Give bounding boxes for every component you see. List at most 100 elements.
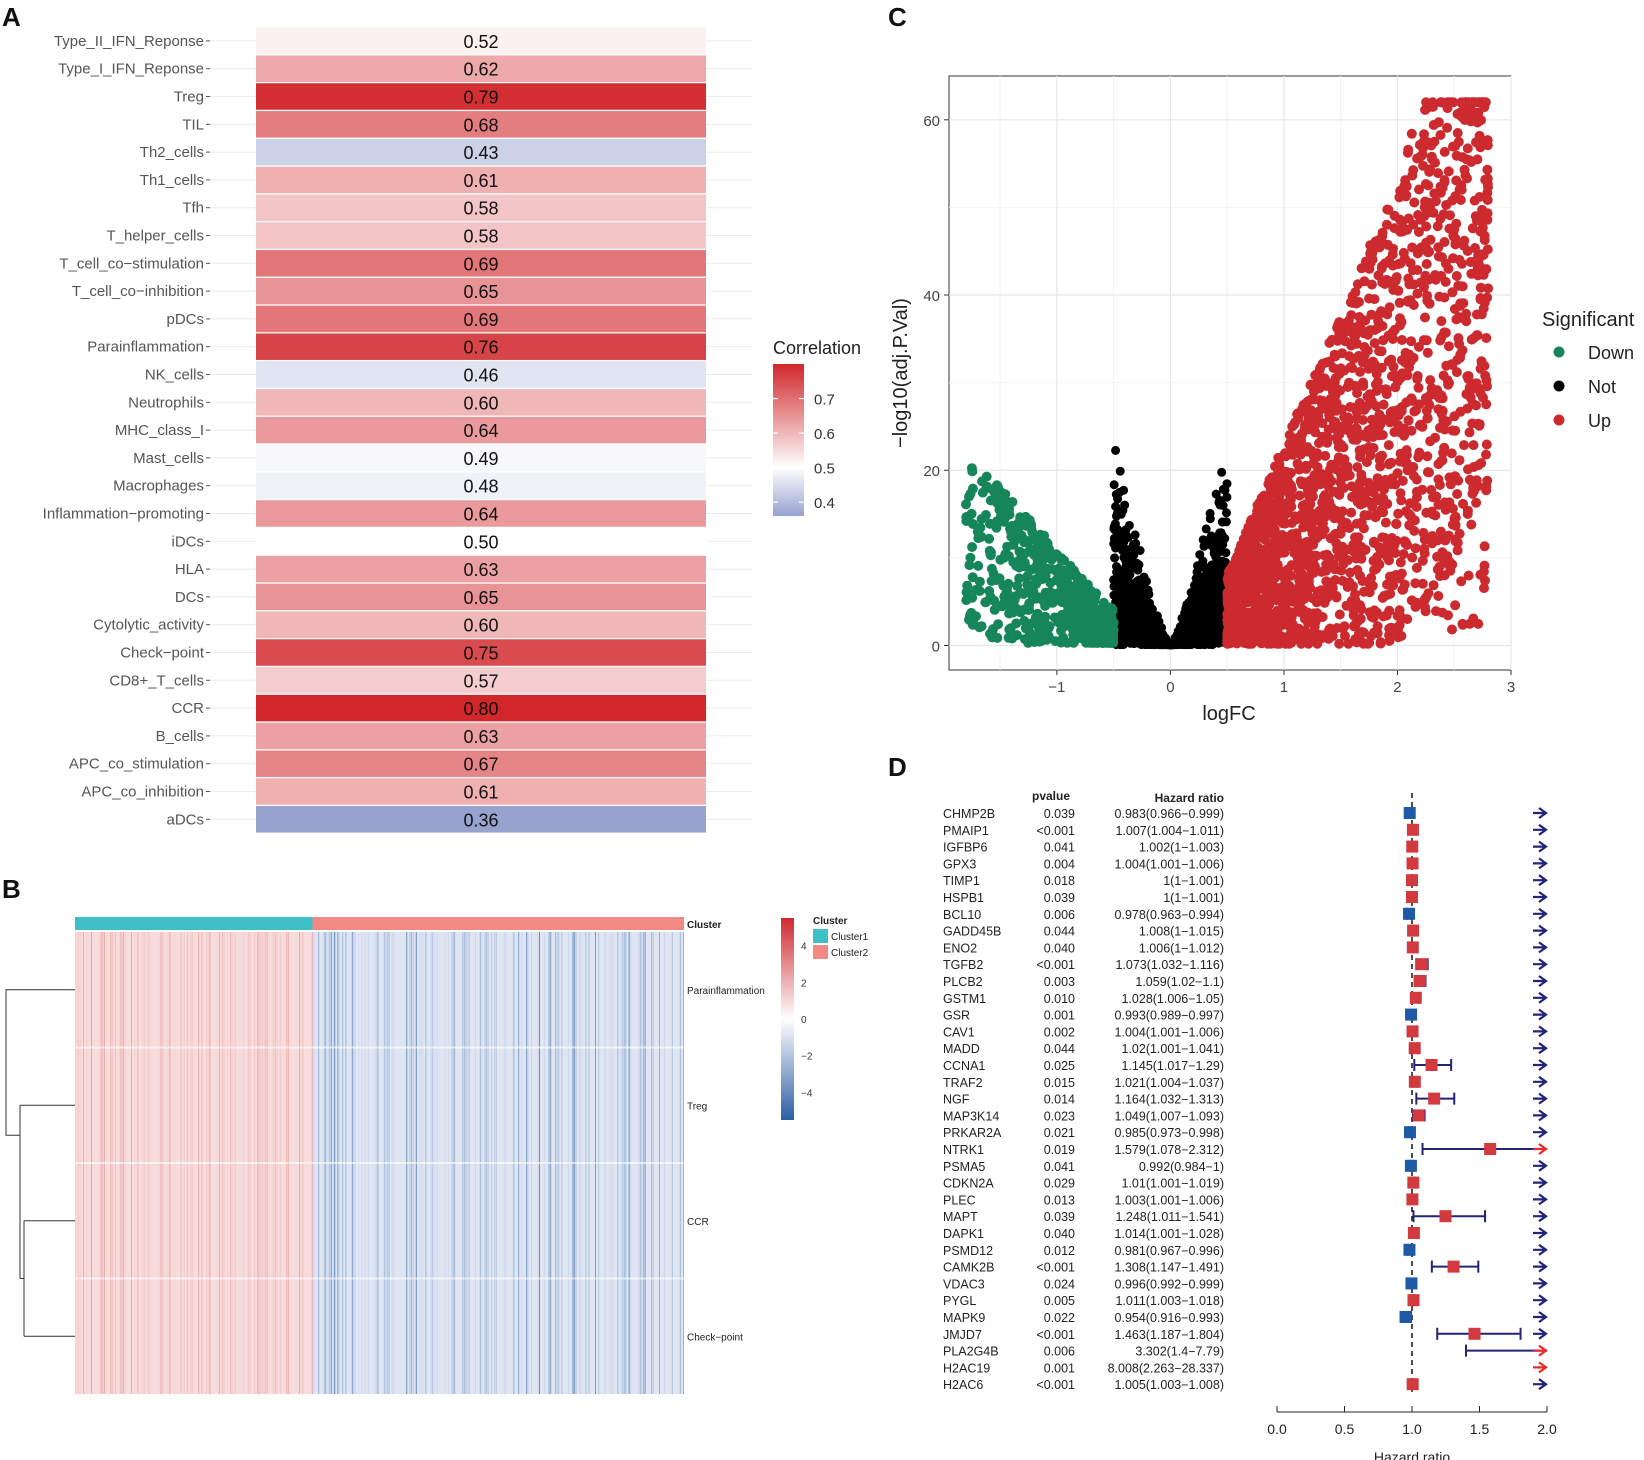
- volcano-point: [1376, 346, 1387, 357]
- arrow-right-icon: [1533, 1025, 1548, 1038]
- volcano-point: [1443, 341, 1454, 352]
- heatmap-cell: [256, 472, 706, 499]
- arrow-right-icon: [1533, 1193, 1548, 1206]
- volcano-y-tick-label: 60: [923, 113, 940, 130]
- volcano-point: [1116, 509, 1126, 519]
- volcano-point: [1332, 456, 1343, 467]
- volcano-point: [1323, 481, 1334, 492]
- volcano-point: [1184, 615, 1193, 625]
- arrow-right-icon: [1533, 1243, 1548, 1256]
- heatmap-cell: [256, 55, 706, 82]
- heatmap-row-label: APC_co_inhibition: [81, 784, 204, 801]
- volcano-point: [1397, 475, 1408, 486]
- volcano-point: [1129, 614, 1139, 624]
- volcano-point: [1417, 484, 1428, 495]
- hazard-ratio-marker: [1399, 1311, 1412, 1323]
- hazard-ratio-marker: [1439, 1210, 1452, 1223]
- volcano-point: [1408, 300, 1419, 310]
- volcano-point: [1472, 154, 1483, 165]
- pvalue-label: 0.044: [1044, 1042, 1075, 1056]
- volcano-point: [965, 488, 976, 499]
- volcano-y-label: −log10(adj.P.Val): [890, 298, 912, 448]
- correlation-legend-ticks: 0.7 0.6 0.5 0.4: [773, 392, 835, 512]
- volcano-point: [1288, 596, 1299, 607]
- arrow-right-icon: [1533, 907, 1548, 920]
- dendrogram-branch: [23, 1220, 75, 1337]
- volcano-point: [1117, 538, 1126, 548]
- volcano-point: [965, 610, 976, 621]
- arrow-right-icon: [1533, 857, 1548, 870]
- volcano-point: [1386, 354, 1397, 365]
- volcano-point: [1007, 633, 1018, 644]
- hazard-ratio-marker: [1403, 1243, 1416, 1256]
- volcano-point: [985, 548, 996, 559]
- volcano-point: [1284, 586, 1295, 597]
- volcano-point: [1391, 272, 1402, 283]
- volcano-point: [1450, 600, 1461, 611]
- volcano-point: [1479, 230, 1490, 241]
- volcano-point: [1144, 605, 1154, 615]
- volcano-point: [1440, 258, 1451, 269]
- volcano-point: [1447, 287, 1458, 298]
- volcano-point: [1435, 571, 1445, 582]
- volcano-point: [1413, 382, 1424, 393]
- volcano-point: [1354, 479, 1365, 490]
- hazard-ratio-marker: [1408, 1075, 1421, 1088]
- volcano-point: [1454, 312, 1465, 323]
- gene-label: NGF: [943, 1093, 970, 1107]
- heatmap-value-label: 0.50: [463, 532, 498, 552]
- hazard-ratio-marker: [1468, 1327, 1481, 1340]
- pvalue-label: 0.044: [1044, 925, 1075, 939]
- volcano-point: [989, 604, 1000, 615]
- volcano-point: [1387, 473, 1398, 484]
- volcano-point: [1382, 309, 1393, 320]
- volcano-point: [1375, 461, 1386, 472]
- hazard-ratio-label: 1.059(1.02−1.1): [1135, 975, 1224, 989]
- volcano-point: [1304, 424, 1315, 435]
- volcano-point: [1476, 357, 1487, 368]
- volcano-point: [1261, 543, 1272, 554]
- volcano-point: [1402, 465, 1413, 476]
- volcano-point: [1303, 573, 1314, 584]
- volcano-x-label: logFC: [1202, 703, 1255, 725]
- volcano-point: [1461, 154, 1472, 165]
- hazard-ratio-label: 1.004(1.001−1.006): [1115, 1025, 1224, 1039]
- hazard-ratio-marker: [1406, 840, 1419, 853]
- hazard-ratio-marker: [1425, 1059, 1438, 1071]
- volcano-point: [1383, 440, 1394, 451]
- volcano-point: [1471, 309, 1482, 320]
- volcano-point: [1211, 584, 1220, 594]
- volcano-point: [1398, 247, 1409, 258]
- pvalue-label: 0.004: [1044, 857, 1075, 871]
- heatmap-cell: [256, 611, 706, 638]
- volcano-point: [1296, 638, 1307, 649]
- volcano-point: [1282, 507, 1293, 518]
- volcano-point: [1214, 577, 1224, 587]
- volcano-point: [1384, 635, 1395, 646]
- pvalue-label: 0.001: [1044, 1009, 1075, 1023]
- heatmap-value-label: 0.49: [463, 449, 498, 469]
- volcano-point: [1241, 638, 1252, 649]
- volcano-point: [1022, 571, 1033, 581]
- volcano-point: [1296, 514, 1307, 524]
- cluster1-swatch: [813, 929, 828, 943]
- volcano-point: [1306, 634, 1317, 645]
- pvalue-label: 0.006: [1044, 908, 1075, 922]
- hazard-ratio-label: 1(1−1.001): [1163, 891, 1224, 905]
- heatmap-cell: [256, 305, 706, 333]
- volcano-point: [1124, 520, 1134, 530]
- volcano-point: [1301, 463, 1312, 474]
- volcano-point: [1316, 633, 1327, 644]
- gene-label: GSTM1: [943, 992, 986, 1006]
- arrow-right-icon: [1533, 1176, 1548, 1189]
- volcano-point: [1407, 170, 1418, 181]
- pvalue-label: 0.041: [1044, 1160, 1075, 1174]
- heatmap-row-label: CCR: [172, 700, 205, 717]
- volcano-point: [1432, 385, 1443, 396]
- pvalue-label: 0.013: [1044, 1193, 1075, 1207]
- volcano-point: [1482, 140, 1493, 151]
- volcano-point: [1024, 604, 1035, 615]
- volcano-point: [1057, 610, 1068, 621]
- volcano-point: [1245, 523, 1256, 534]
